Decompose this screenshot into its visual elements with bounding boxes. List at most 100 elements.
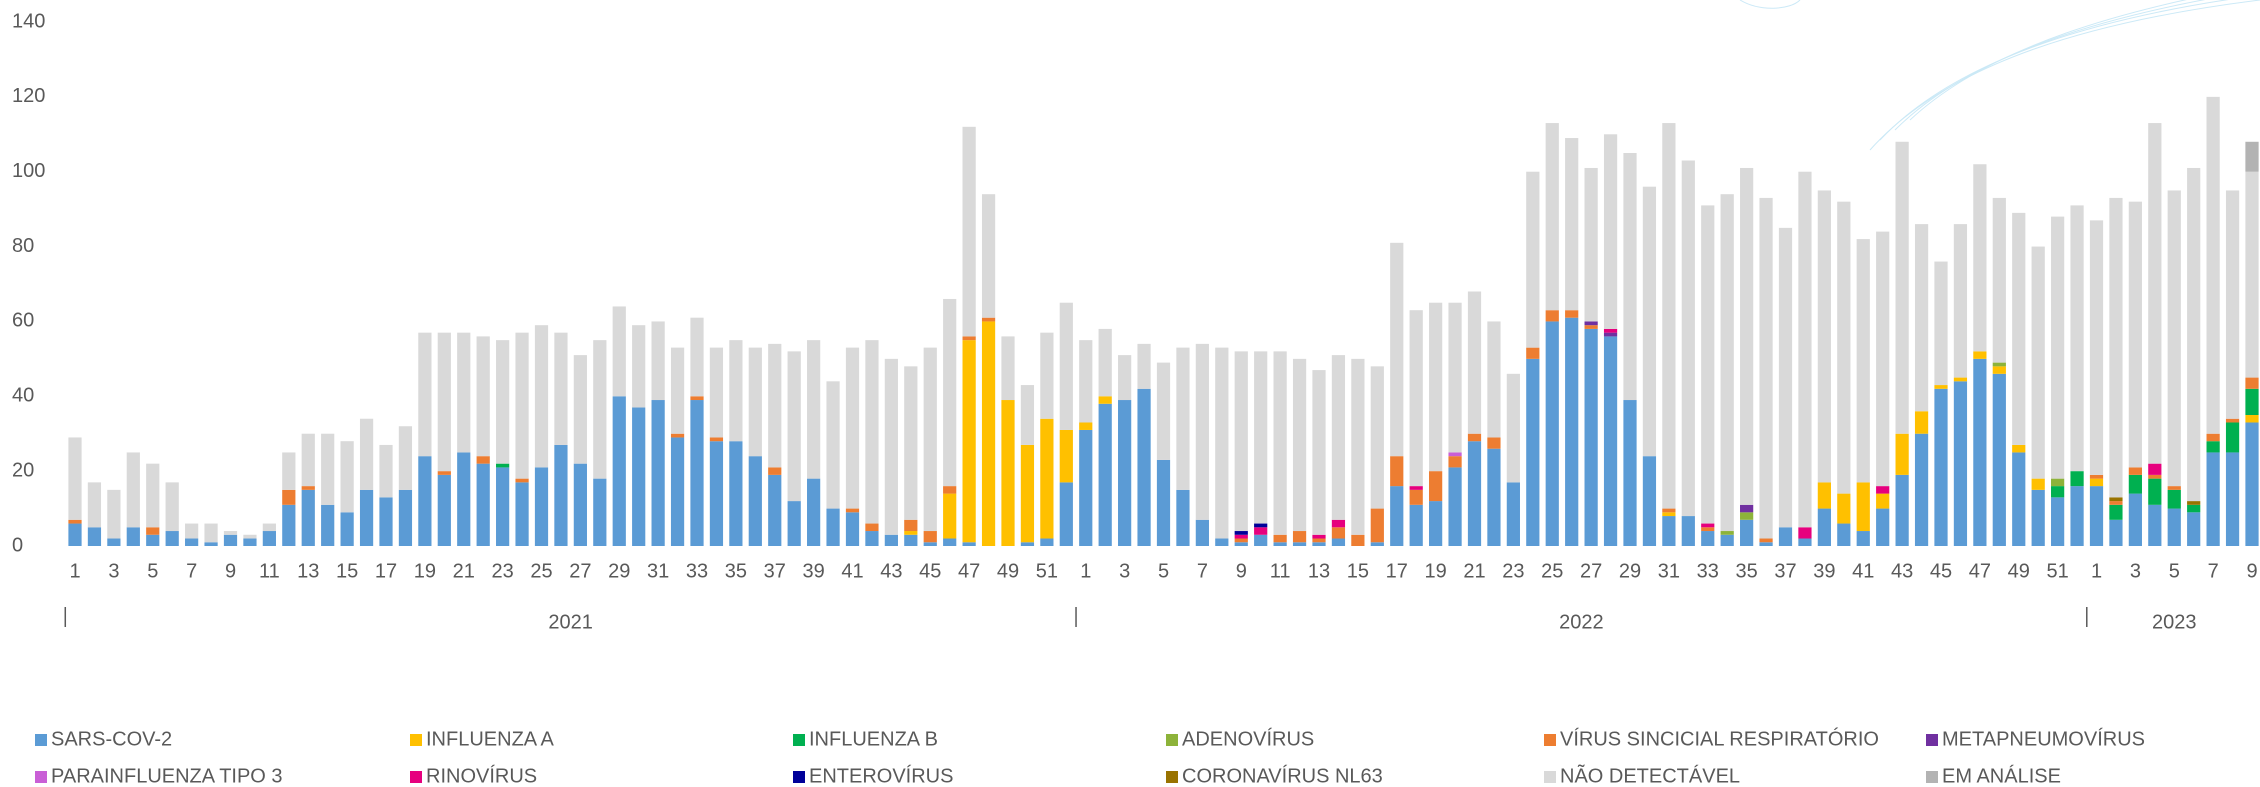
bar-segment [2148, 123, 2162, 464]
bar-segment [2089, 486, 2104, 546]
bar-segment [826, 381, 840, 509]
x-tick-label: 11 [1270, 560, 1291, 582]
legend-swatch [35, 734, 47, 746]
bar-segment [282, 452, 296, 490]
bar-segment [962, 340, 976, 543]
x-tick-label: 41 [1852, 560, 1874, 582]
bar-segment [2128, 467, 2142, 475]
bar-segment [146, 534, 160, 546]
bar-segment [2128, 201, 2142, 468]
x-tick-label: 29 [608, 560, 630, 582]
bar-segment [223, 531, 238, 535]
bar-segment [1448, 467, 1462, 546]
bar-segment [690, 317, 704, 397]
x-tick-label: 39 [803, 560, 825, 582]
bar-segment [1681, 160, 1695, 517]
bar-segment [1487, 437, 1501, 449]
bar-segment [1001, 400, 1015, 546]
bar-segment [1565, 138, 1579, 311]
bar-segment [2225, 418, 2240, 423]
bar-segment [1040, 538, 1054, 546]
bar-segment [185, 523, 199, 539]
bar-segment [554, 332, 568, 445]
bar-segment [1234, 534, 1248, 539]
decoration [1739, 0, 2260, 151]
bar-segment [2167, 508, 2181, 546]
bar-segment [1195, 343, 1209, 520]
x-tick-label: 9 [225, 560, 236, 582]
bar-segment [1740, 167, 1754, 505]
x-tick-label: 45 [1930, 560, 1952, 582]
bar-segment [1584, 167, 1598, 322]
x-tick-label: 25 [1541, 560, 1563, 582]
bar-segment [476, 336, 490, 457]
bar-segment [1720, 531, 1734, 535]
bar-segment [1895, 474, 1909, 546]
bar-segment [243, 538, 257, 546]
bar-segment [282, 489, 296, 505]
bar-segment [68, 523, 82, 546]
bar-segment [1934, 261, 1948, 386]
x-tick-label: 25 [530, 560, 552, 582]
bar-segment [1992, 362, 2006, 367]
bar-segment [1817, 508, 1831, 546]
bar-segment [768, 467, 782, 475]
bar-segment [962, 126, 976, 337]
bar-segment [1603, 336, 1618, 546]
bar-segment [165, 482, 179, 532]
bar-segment [1623, 400, 1637, 546]
bar-segment [126, 527, 140, 546]
bar-segment [146, 527, 160, 535]
bar-segment [1137, 343, 1151, 389]
bar-segment [1234, 351, 1248, 532]
x-tick-label: 27 [1580, 560, 1602, 582]
bar-segment [1079, 422, 1093, 430]
bar-segment [1701, 205, 1715, 524]
bar-segment [1914, 433, 1929, 546]
bar-segment [1409, 310, 1423, 487]
bar-segment [185, 538, 199, 546]
bar-segment [1292, 542, 1307, 546]
bar-segment [68, 437, 82, 520]
bar-segment [1895, 433, 1909, 475]
bar-segment [1292, 531, 1307, 543]
bar-segment [943, 486, 957, 494]
bar-segment [1701, 531, 1715, 546]
bar-segment [1390, 486, 1404, 546]
bar-segment [2089, 474, 2104, 479]
bar-segment [1740, 519, 1754, 546]
bar-segment [1895, 141, 1909, 434]
legend-label: RINOVÍRUS [426, 764, 537, 787]
bar-segment [1331, 527, 1346, 539]
bar-segment [2148, 478, 2162, 505]
x-tick-label: 17 [1386, 560, 1408, 582]
bar-segment [904, 534, 918, 546]
bar-segment [301, 433, 315, 487]
bar-segment [612, 306, 626, 397]
bar-segment [865, 340, 879, 524]
bar-segment [1409, 486, 1423, 490]
x-tick-label: 51 [1036, 560, 1058, 582]
bar-segment [321, 504, 335, 546]
bar-segment [243, 534, 257, 539]
bar-segment [418, 332, 432, 457]
bar-segment [1506, 373, 1520, 483]
bar-segment [1642, 186, 1657, 457]
bar-segment [1953, 224, 1968, 378]
x-tick-label: 35 [725, 560, 747, 582]
bar-segment [515, 482, 529, 546]
legend-label: PARAINFLUENZA TIPO 3 [51, 765, 283, 787]
bar-segment [962, 542, 976, 546]
y-tick-label: 120 [12, 85, 45, 107]
bar-segment [845, 512, 860, 546]
bar-segment [107, 489, 121, 539]
bar-segment [2051, 497, 2065, 546]
bar-segment [262, 523, 276, 532]
bar-segment [2245, 377, 2259, 389]
bar-segment [301, 486, 315, 490]
bar-segment [1584, 328, 1598, 546]
bar-segment [457, 332, 471, 453]
x-tick-label: 21 [1463, 560, 1485, 582]
bar-segment [2225, 190, 2240, 419]
bar-segment [1584, 321, 1598, 326]
